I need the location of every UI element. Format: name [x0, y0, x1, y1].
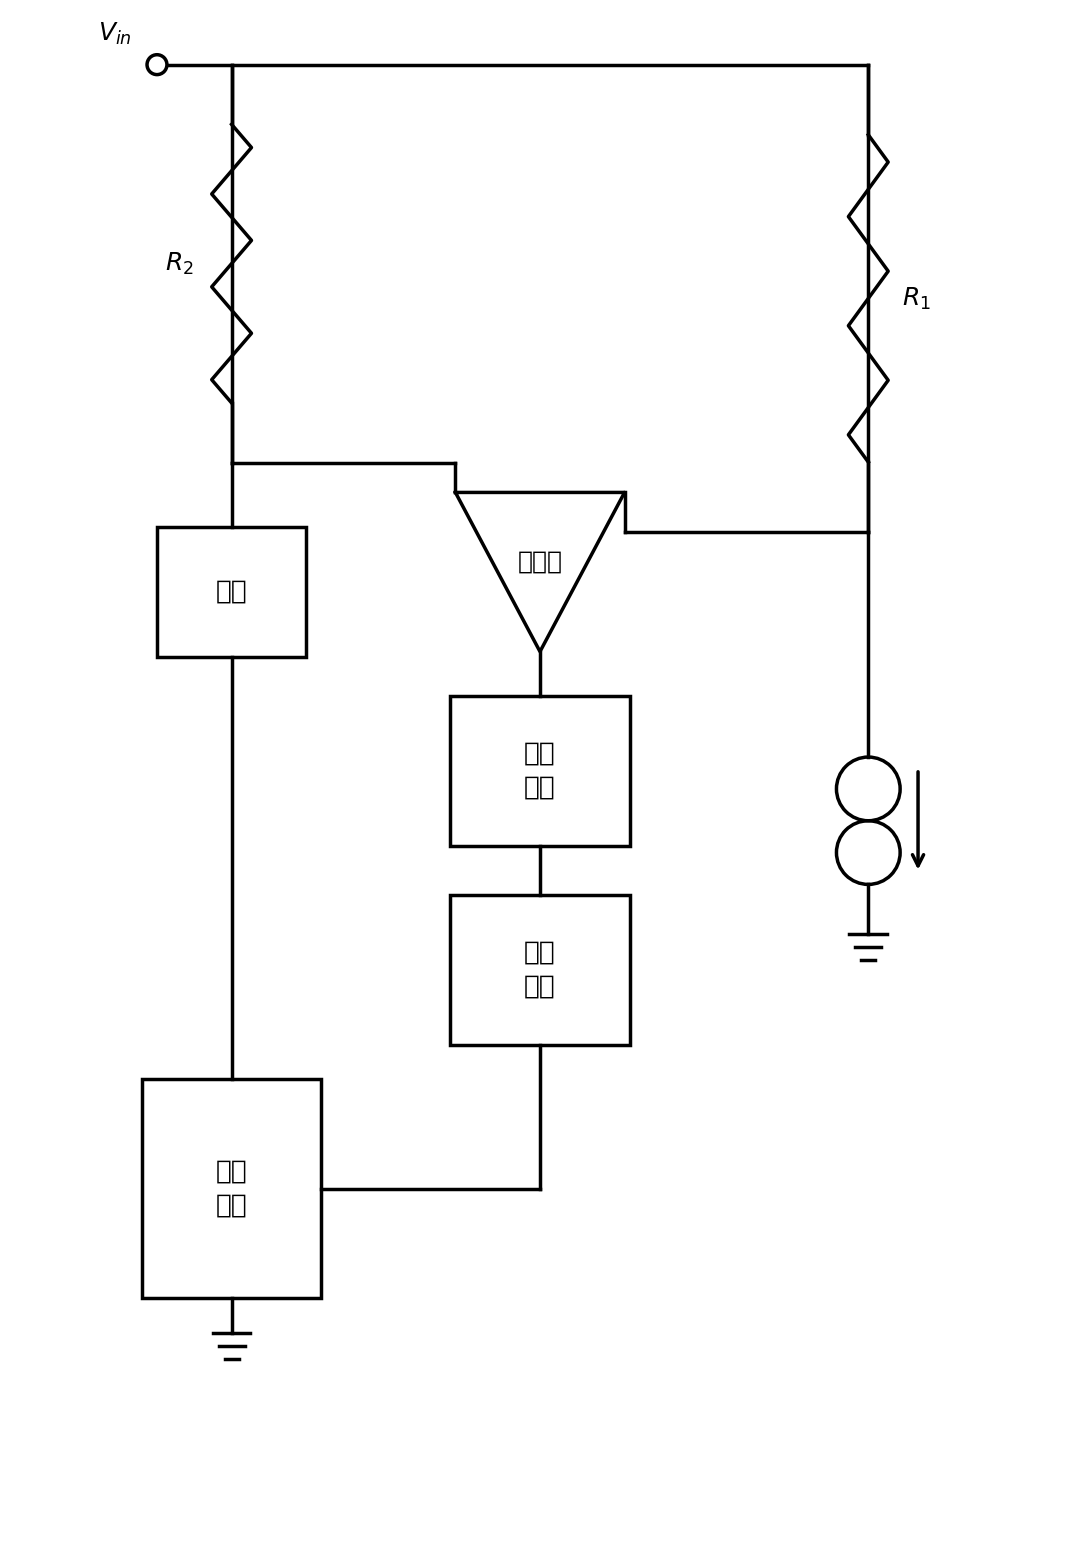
Text: $R_1$: $R_1$ — [901, 285, 930, 311]
Text: $R_2$: $R_2$ — [166, 251, 194, 277]
Bar — [142, 1079, 321, 1298]
Bar — [451, 895, 630, 1045]
Text: $V_{in}$: $V_{in}$ — [98, 20, 133, 46]
Text: 逻辑
电路: 逻辑 电路 — [524, 741, 556, 801]
Text: 比较器: 比较器 — [517, 550, 563, 575]
Bar — [451, 697, 630, 846]
Text: 负载: 负载 — [216, 579, 248, 606]
Text: 控制
电路: 控制 电路 — [524, 940, 556, 1000]
Bar — [157, 527, 306, 656]
Text: 驱动
电路: 驱动 电路 — [216, 1159, 248, 1219]
